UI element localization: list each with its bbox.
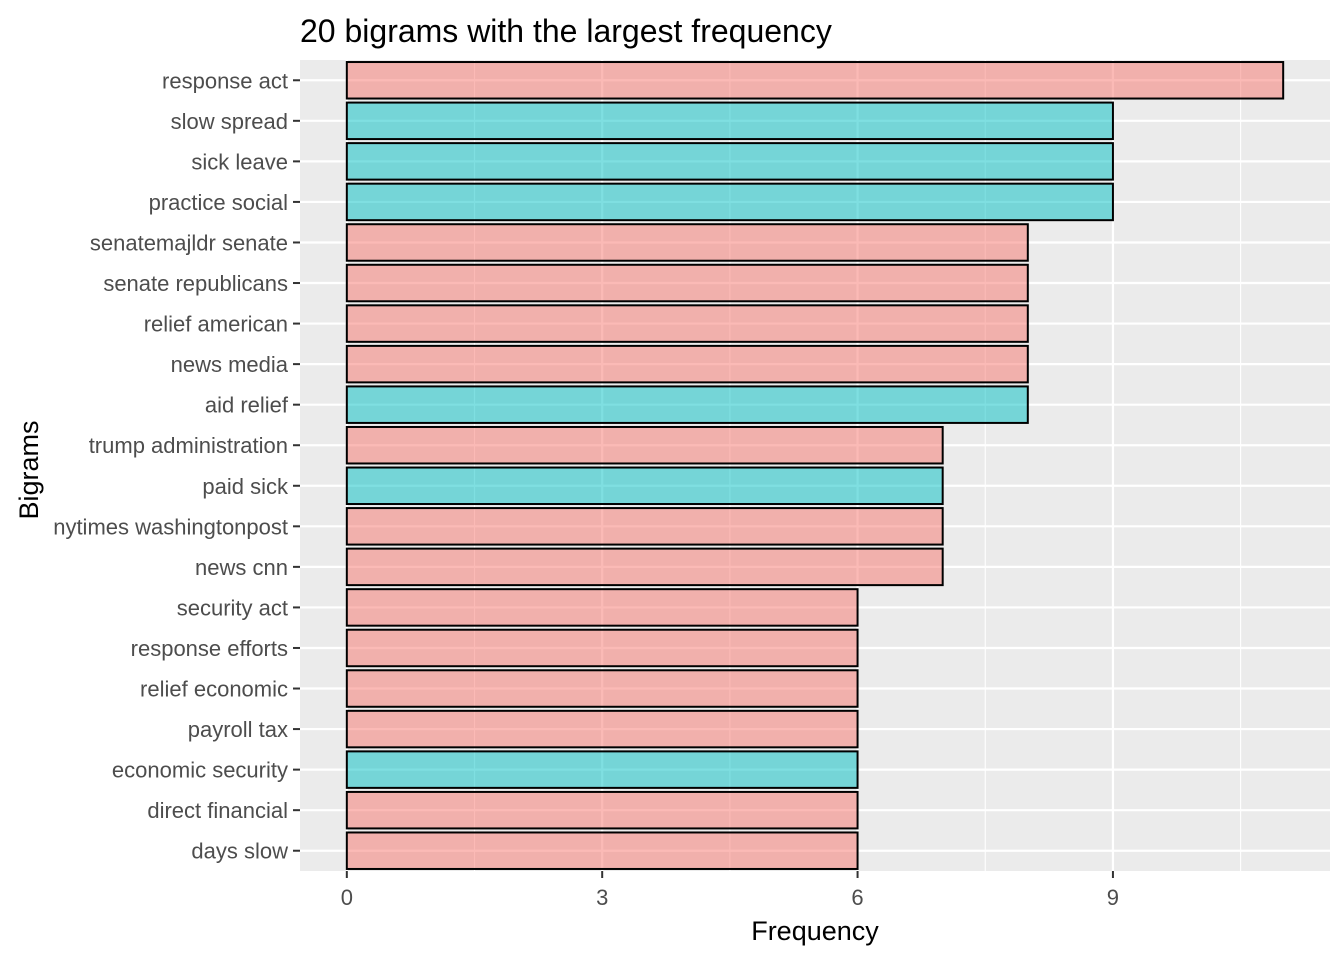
y-tick-label: security act — [177, 595, 288, 620]
y-tick-label: economic security — [112, 758, 288, 783]
bar — [345, 142, 1114, 181]
y-tick-label: days slow — [191, 839, 288, 864]
y-tick-label: news media — [171, 352, 289, 377]
x-tick-label: 6 — [851, 885, 863, 910]
bar — [345, 425, 944, 465]
bar — [345, 669, 859, 708]
y-tick-label: paid sick — [202, 474, 289, 499]
y-tick-label: relief american — [144, 312, 288, 337]
y-tick-label: trump administration — [89, 433, 288, 458]
x-tick-label: 9 — [1107, 885, 1119, 910]
bar — [345, 223, 1029, 262]
y-tick-label: nytimes washingtonpost — [53, 514, 288, 539]
y-tick-label: news cnn — [195, 555, 288, 580]
y-tick-label: senatemajldr senate — [90, 230, 288, 255]
y-tick-label: response act — [162, 68, 288, 93]
x-tick-label: 0 — [341, 885, 353, 910]
bar — [345, 385, 1029, 424]
bar — [345, 588, 859, 627]
bar — [345, 344, 1029, 384]
y-tick-label: payroll tax — [188, 717, 288, 742]
bar — [345, 304, 1029, 343]
y-axis: response act slow spread sick leave practic… — [53, 68, 300, 864]
bar — [345, 547, 944, 587]
bar — [345, 101, 1114, 141]
plot-panel — [300, 60, 1330, 871]
bars — [345, 61, 1285, 870]
x-axis: 0 3 6 9 — [341, 871, 1119, 910]
bar — [345, 263, 1029, 303]
bar — [345, 831, 859, 870]
y-tick-label: practice social — [149, 190, 288, 215]
bar — [345, 61, 1285, 100]
y-tick-label: relief economic — [140, 677, 288, 702]
y-tick-label: senate republicans — [103, 271, 288, 296]
y-axis-title: Bigrams — [14, 420, 44, 519]
x-tick-label: 3 — [596, 885, 608, 910]
y-tick-label: sick leave — [191, 149, 288, 174]
bar — [345, 750, 859, 789]
bar — [345, 507, 944, 546]
bar — [345, 466, 944, 506]
bar — [345, 628, 859, 668]
y-tick-label: direct financial — [147, 798, 288, 823]
y-tick-label: response efforts — [131, 636, 288, 661]
bar — [345, 709, 859, 749]
y-tick-label: aid relief — [205, 393, 289, 418]
x-axis-title: Frequency — [751, 916, 879, 946]
bar — [345, 182, 1114, 222]
y-tick-label: slow spread — [171, 109, 288, 134]
chart-title: 20 bigrams with the largest frequency — [300, 13, 832, 49]
bar — [345, 790, 859, 830]
